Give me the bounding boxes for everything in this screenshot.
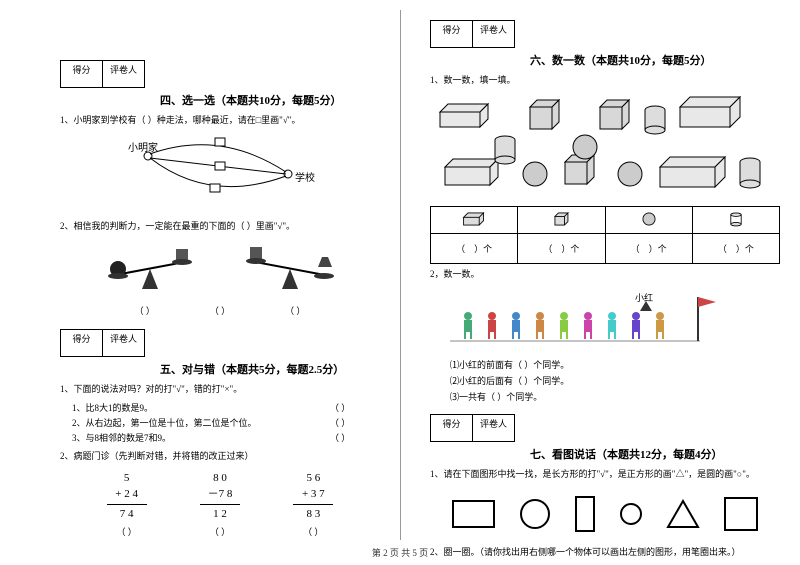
kid-figure	[508, 311, 524, 341]
rect-shape	[451, 499, 496, 529]
score-label: 得分	[61, 330, 103, 356]
q6-1: 1、数一数，填一填。	[430, 74, 780, 88]
math-top: 8 0	[200, 470, 240, 487]
count-cell: （ ）个	[518, 233, 605, 263]
q4-1: 1、小明家到学校有（ ）种走法，哪种最近，请在□里画"√"。	[60, 114, 380, 128]
balance-parens: （ ） （ ） （ ）	[60, 304, 380, 317]
kid-figure	[580, 311, 596, 341]
kid-figure	[484, 311, 500, 341]
math-row: 5 + 2 4 7 4 （ ） 8 0 －7 8 1 2 （ ） 5 6 + 3…	[80, 470, 360, 540]
circle-small-shape	[619, 502, 643, 526]
paren: （ ）	[330, 401, 380, 416]
grader-label: 评卷人	[473, 21, 514, 47]
kid-figure	[652, 311, 668, 341]
math-res: 7 4	[107, 506, 147, 523]
q7-1: 1、请在下面图形中找一找，是长方形的打"√"，是正方形的画"△"，是圆的画"○"…	[430, 468, 780, 482]
section-7-title: 七、看图说话（本题共12分，每题4分）	[530, 446, 780, 462]
kq2: ⑵小红的后面有（ ）个同学。	[450, 373, 780, 389]
math-line	[293, 504, 333, 505]
math-1: 5 + 2 4 7 4 （ ）	[107, 470, 147, 540]
math-res: 1 2	[200, 506, 240, 523]
tf-3: 3、与8相邻的数是7和9。	[72, 431, 330, 446]
cuboid-icon	[431, 206, 518, 233]
paren: （ ）	[200, 526, 240, 540]
math-line	[107, 504, 147, 505]
paren: （ ）	[293, 526, 333, 540]
count-cell: （ ）个	[431, 233, 518, 263]
section-6-title: 六、数一数（本题共10分，每题5分）	[530, 52, 780, 68]
school-label: 学校	[295, 169, 315, 184]
cube-icon	[518, 206, 605, 233]
shapes-row	[440, 491, 770, 536]
home-label: 小明家	[128, 139, 158, 154]
q5-2: 2、病题门诊（先判断对错，并将错的改正过来）	[60, 450, 380, 464]
math-top: 5 6	[293, 470, 333, 487]
paren: （ ）	[135, 304, 155, 317]
paren: （ ）	[107, 526, 147, 540]
triangle-shape	[665, 498, 701, 530]
tf-1: 1、比8大1的数是9。	[72, 401, 330, 416]
map-diagram: 小明家 学校	[120, 134, 320, 214]
q6-2: 2，数一数。	[430, 268, 780, 282]
paren: （ ）	[330, 431, 380, 446]
shapes-area	[430, 92, 780, 202]
math-mid: －7 8	[200, 486, 240, 503]
kid-questions: ⑴小红的前面有（ ）个同学。 ⑵小红的后面有（ ）个同学。 ⑶一共有（ ）个同学…	[450, 357, 780, 406]
cylinder-icon	[692, 206, 779, 233]
math-3: 5 6 + 3 7 8 3 （ ）	[293, 470, 333, 540]
kid-figure	[604, 311, 620, 341]
kq3: ⑶一共有（ ）个同学。	[450, 389, 780, 405]
math-res: 8 3	[293, 506, 333, 523]
count-cell: （ ）个	[692, 233, 779, 263]
balance-2	[240, 241, 340, 296]
kid-figure	[460, 311, 476, 341]
score-box-4: 得分 评卷人	[60, 60, 145, 88]
kq1: ⑴小红的前面有（ ）个同学。	[450, 357, 780, 373]
math-line	[200, 504, 240, 505]
balance-1	[100, 241, 200, 296]
kid-figure	[532, 311, 548, 341]
score-box-6: 得分 评卷人	[430, 20, 515, 48]
math-mid: + 3 7	[293, 486, 333, 503]
kid-figure	[556, 311, 572, 341]
score-label: 得分	[431, 21, 473, 47]
circle-shape	[518, 497, 552, 531]
paren: （ ）	[330, 416, 380, 431]
q4-2: 2、相信我的判断力，一定能在最重的下面的（ ）里画"√"。	[60, 220, 380, 234]
grader-label: 评卷人	[473, 415, 514, 441]
sphere-icon	[605, 206, 692, 233]
rect-tall-shape	[574, 495, 596, 533]
section-5-title: 五、对与错（本题共5分，每题2.5分）	[160, 361, 380, 377]
math-mid: + 2 4	[107, 486, 147, 503]
square-shape	[723, 496, 759, 532]
score-box-5: 得分 评卷人	[60, 329, 145, 357]
left-column: 得分 评卷人 四、选一选（本题共10分，每题5分） 1、小明家到学校有（ ）种走…	[0, 0, 400, 565]
paren: （ ）	[210, 304, 230, 317]
shape-count-table: （ ）个 （ ）个 （ ）个 （ ）个	[430, 206, 780, 264]
math-top: 5	[107, 470, 147, 487]
paren: （ ）	[285, 304, 305, 317]
page-footer: 第 2 页 共 5 页	[0, 546, 800, 559]
grader-label: 评卷人	[103, 61, 144, 87]
page: 得分 评卷人 四、选一选（本题共10分，每题5分） 1、小明家到学校有（ ）种走…	[0, 0, 800, 565]
right-column: 得分 评卷人 六、数一数（本题共10分，每题5分） 1、数一数，填一填。	[400, 0, 800, 565]
tf-2: 2、从右边起，第一位是十位，第二位是个位。	[72, 416, 330, 431]
score-label: 得分	[431, 415, 473, 441]
math-2: 8 0 －7 8 1 2 （ ）	[200, 470, 240, 540]
balance-row	[60, 241, 380, 296]
kids-area: 小红	[440, 289, 720, 349]
count-cell: （ ）个	[605, 233, 692, 263]
q5-1: 1、下面的说法对吗？对的打"√"，错的打"×"。	[60, 383, 380, 397]
tf-list: 1、比8大1的数是9。（ ） 2、从右边起，第一位是十位，第二位是个位。（ ） …	[72, 401, 380, 447]
section-4-title: 四、选一选（本题共10分，每题5分）	[160, 92, 380, 108]
kid-figure	[628, 311, 644, 341]
score-label: 得分	[61, 61, 103, 87]
score-box-7: 得分 评卷人	[430, 414, 515, 442]
grader-label: 评卷人	[103, 330, 144, 356]
